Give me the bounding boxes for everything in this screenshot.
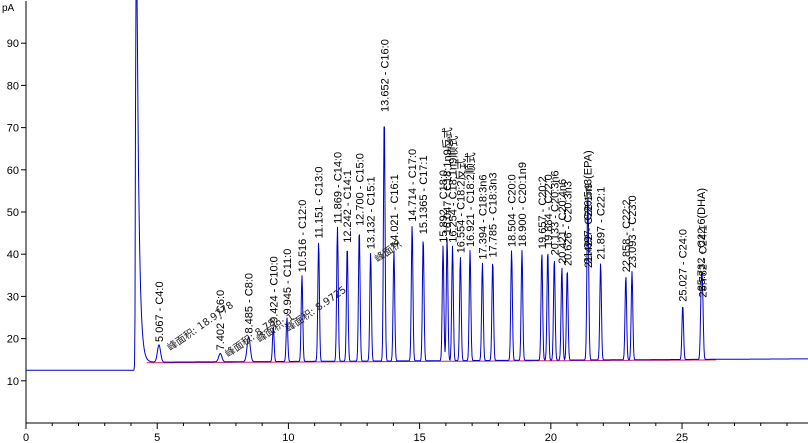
peak-label: 9.945 - C11:0 <box>282 249 294 315</box>
peak-label: 25.027 - C24:0 <box>678 229 690 302</box>
peak-label: 17.394 - C18:3n6 <box>477 175 489 260</box>
peak-label: 7.402 - C6:0 <box>215 290 227 351</box>
peak-labels: 5.067 - C4:0 7.402 - C6:0 8.485 - C8:0 9.42… <box>154 39 710 350</box>
peak-label: 11.151 - C13:0 <box>314 167 326 239</box>
peak-label: 21.422 - C22:1n9 <box>583 183 595 268</box>
peak-label: 18.900 - C20:1n9 <box>517 162 529 247</box>
peak-label: 16.254 - C18:1n9顺式 <box>446 136 459 243</box>
peak-label: 21.397 - C20:5n3(EPA) <box>582 150 594 264</box>
peak-label: 22.858 - C22:2 <box>621 199 633 272</box>
integration-baseline-group <box>146 359 717 364</box>
x-tick-label: 5 <box>154 432 160 443</box>
y-tick-label: 40 <box>7 249 19 261</box>
peak-label: 16.554 - C18:2反式 <box>454 159 467 254</box>
x-tick-label: 25 <box>676 432 688 443</box>
signal-trace <box>26 0 808 371</box>
x-tick-label: 15 <box>413 432 425 443</box>
peak-label: 17.785 - C18:3n3 <box>488 172 500 257</box>
peak-label: 21.897 - C22:1 <box>596 187 608 260</box>
peak-label: 14.021 - C16:1 <box>389 174 401 247</box>
peak-label: 14.714 - C17:0 <box>407 149 419 222</box>
y-tick-label: 20 <box>7 334 19 346</box>
peak-label: 19.884 - C22:0 <box>543 174 555 247</box>
y-tick-label: 50 <box>7 207 19 219</box>
y-tick-label: 70 <box>7 123 19 135</box>
peak-label: 20.421 - C20:4n6 <box>557 179 569 264</box>
signal-trace-group <box>26 0 808 371</box>
y-tick-label: 90 <box>7 38 19 50</box>
integration-baseline <box>146 359 717 364</box>
peak-label: 19.657 - C20:2 <box>537 176 549 249</box>
peak-label: 25.782 - C24:1 <box>698 225 710 298</box>
peak-label: 12.700 - C15:0 <box>354 153 366 226</box>
y-axis-ticks: 10 20 30 40 50 60 70 80 90 <box>7 38 26 388</box>
x-tick-label: 20 <box>545 432 557 443</box>
peak-label: 15.1365 - C17:1 <box>418 155 430 234</box>
peak-label: 20.133 - C20:3n6 <box>549 170 561 255</box>
peak-label: 13.652 - C16:0 <box>379 39 391 112</box>
peak-label: 20.626 - C20:3n3 <box>562 181 574 266</box>
x-tick-label: 0 <box>23 432 29 443</box>
peak-label: 23.093 - C23:0 <box>627 195 639 268</box>
y-tick-label: 80 <box>7 80 19 92</box>
peak-label: 16.921 - C18:2顺式 <box>464 152 477 247</box>
y-tick-label: 30 <box>7 291 19 303</box>
y-tick-label: 10 <box>7 376 19 388</box>
y-tick-label: 60 <box>7 165 19 177</box>
y-unit-label: pA <box>2 3 15 14</box>
peak-label: 8.485 - C8:0 <box>244 273 256 334</box>
peak-label: 25.732 - C22:6(DHA) <box>696 188 708 291</box>
peak-label: 12.242 - C14:1 <box>342 170 354 243</box>
peak-label: 9.424 - C10:0 <box>268 256 280 323</box>
peak-label: 16.047 - C18:1n9反式 <box>441 127 454 234</box>
x-tick-label: 10 <box>282 432 294 443</box>
peak-label: 5.067 - C4:0 <box>154 281 166 342</box>
peak-label: 18.504 - C20:0 <box>507 174 519 247</box>
peak-label: 11.869 - C14:0 <box>332 152 344 224</box>
peak-label: 13.132 - C15:1 <box>366 176 378 249</box>
peak-label: 10.516 - C12:0 <box>297 200 309 273</box>
peak-label: 15.892 - C18:0 <box>438 170 450 243</box>
x-axis-ticks: 0 5 10 15 20 25 <box>23 423 788 443</box>
